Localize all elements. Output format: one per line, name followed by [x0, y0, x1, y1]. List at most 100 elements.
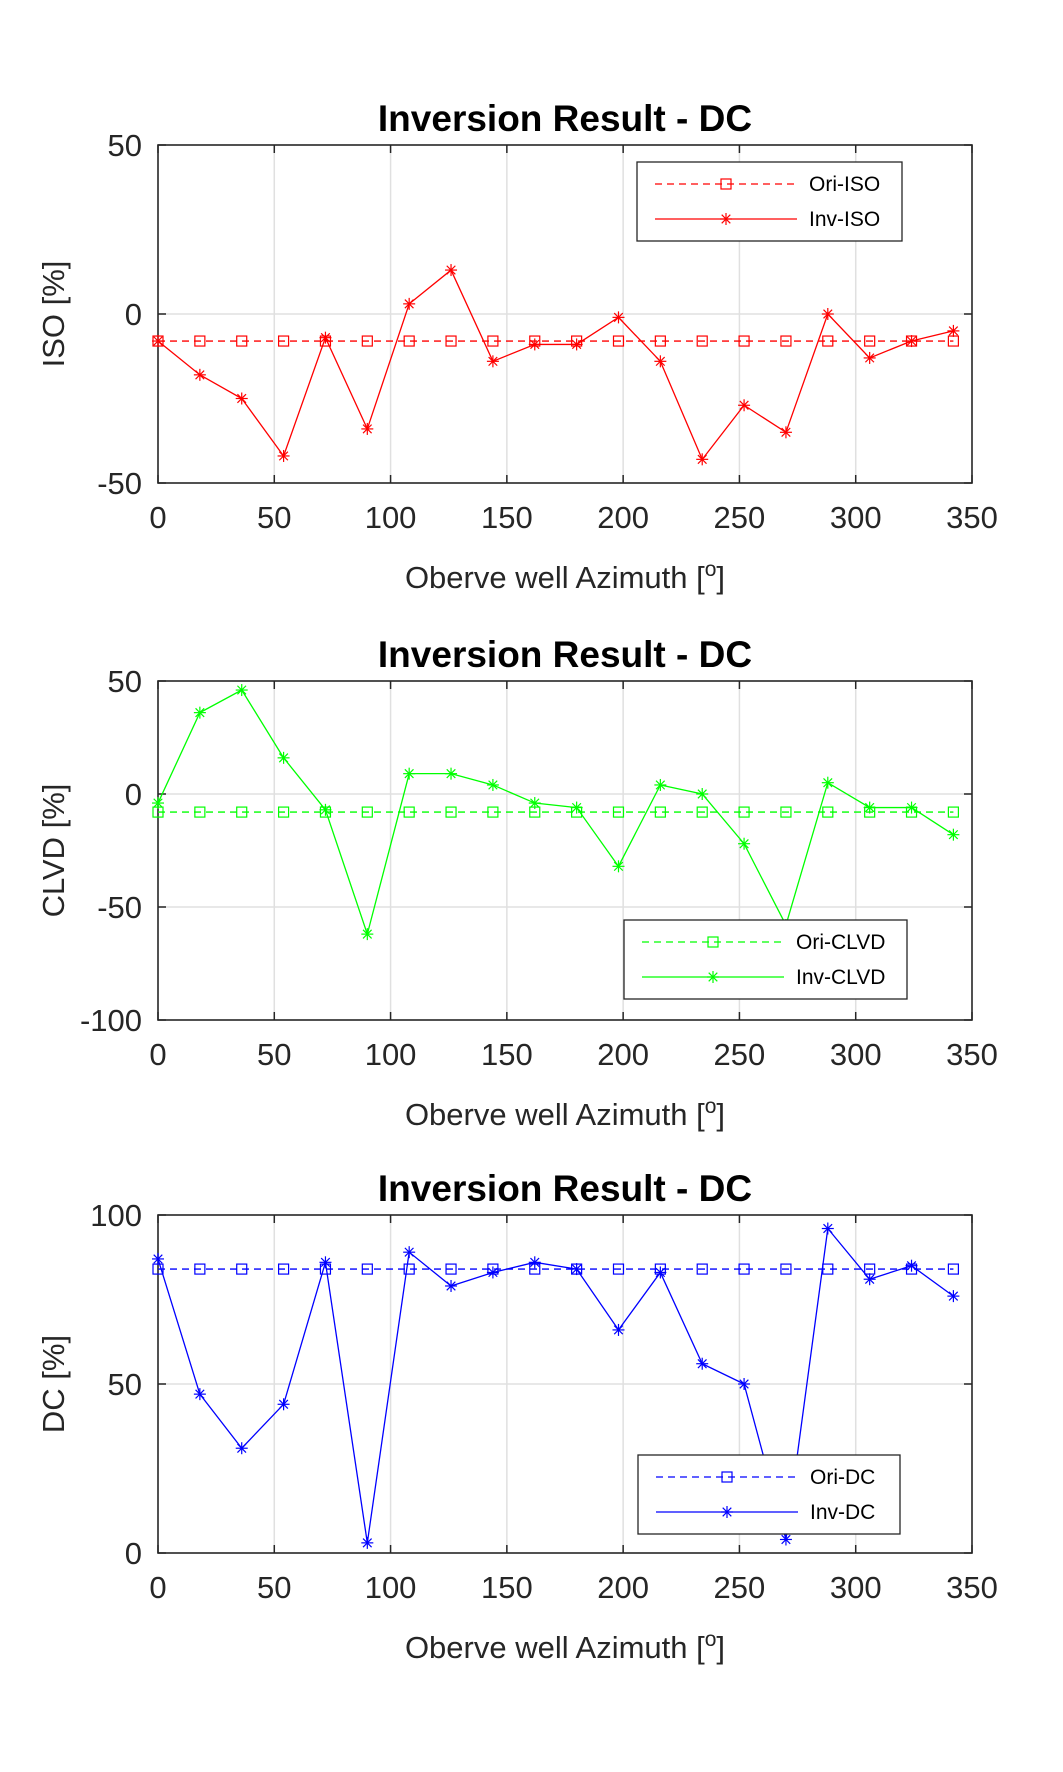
chart0-point-ori-iso [654, 335, 666, 347]
chart2-legend-box [637, 1454, 901, 1535]
chart2-point-inv-dc-stroke [948, 1291, 959, 1301]
chart1-point-ori-clvd [277, 806, 290, 818]
chart1-x-tick-label: 250 [714, 1037, 766, 1072]
chart2-point-inv-dc-stroke [613, 1325, 624, 1335]
chart1-point-inv-clvd-stroke [613, 861, 624, 872]
chart1-point-ori-clvd [194, 806, 206, 818]
chart1-point-inv-clvd-stroke [697, 789, 707, 799]
chart2-x-tick-label: 100 [365, 1570, 417, 1605]
chart2-point-inv-dc [821, 1222, 834, 1235]
chart0-series-inv-iso [152, 264, 960, 466]
chart1-title: Inversion Result - DC [378, 634, 752, 675]
chart1-legend-box [623, 919, 908, 1000]
chart2-point-inv-dc-stroke [530, 1257, 540, 1268]
chart1-point-inv-clvd-stroke [153, 798, 163, 808]
chart0-x-tick-label: 0 [149, 500, 166, 535]
chart2-point-inv-dc-stroke [864, 1274, 875, 1284]
chart1-point-ori-clvd [612, 806, 625, 818]
chart0-point-inv-iso-stroke [655, 356, 666, 367]
chart1-point-inv-clvd-stroke [488, 780, 498, 790]
chart2-point-inv-dc-stroke [906, 1260, 917, 1271]
chart0-point-inv-iso [528, 338, 541, 351]
chart0-point-inv-iso [235, 392, 248, 405]
chart0-point-inv-iso [905, 335, 918, 348]
chart1-point-inv-clvd-stroke [864, 802, 875, 813]
chart1-point-inv-clvd [738, 837, 751, 850]
chart0-point-inv-iso-stroke [237, 393, 247, 404]
chart0-title: Inversion Result - DC [378, 98, 752, 139]
chart0-point-inv-iso-stroke [153, 336, 163, 346]
chart2-point-inv-dc-stroke [278, 1399, 289, 1410]
chart2-point-inv-dc [779, 1533, 792, 1546]
chart0-point-inv-iso-stroke [781, 427, 791, 438]
chart2-point-inv-dc-stroke [823, 1223, 833, 1234]
chart2-point-inv-dc-stroke [739, 1379, 749, 1389]
chart1-x-tick-label: 300 [830, 1037, 882, 1072]
chart0-point-inv-iso [779, 426, 792, 439]
chart0-point-inv-iso [947, 324, 960, 337]
chart1-point-inv-clvd [152, 797, 164, 810]
chart1-y-tick-label: -50 [97, 890, 142, 925]
chart2-legend-marker-inv-dc-stroke [722, 1507, 732, 1517]
chart2-point-inv-dc-stroke [488, 1267, 498, 1278]
chart2-point-inv-dc [486, 1266, 499, 1279]
chart0-point-ori-iso [277, 335, 290, 347]
chart2-point-inv-dc-stroke [237, 1443, 247, 1453]
chart1-point-inv-clvd [654, 778, 667, 791]
chart0-legend: Ori-ISO Inv-ISO [636, 161, 903, 242]
chart2-point-inv-dc [947, 1290, 960, 1303]
chart0-point-ori-iso [864, 335, 876, 347]
chart2-point-ori-dc [403, 1263, 415, 1275]
chart2-point-ori-dc [361, 1263, 373, 1275]
chart0-point-inv-iso-stroke [823, 309, 833, 319]
chart1-point-inv-clvd-stroke [404, 768, 414, 779]
chart2-point-ori-dc [236, 1263, 248, 1275]
chart0-point-inv-iso-stroke [613, 312, 624, 323]
chart1-point-inv-clvd [486, 778, 499, 791]
chart1-point-inv-clvd [905, 801, 918, 814]
chart0-point-inv-iso-stroke [864, 353, 875, 363]
chart0-point-inv-iso-stroke [739, 400, 749, 410]
chart1-point-inv-clvd [277, 751, 290, 764]
chart0-y-tick-label: 0 [125, 297, 142, 332]
chart2-title: Inversion Result - DC [378, 1168, 752, 1209]
chart2-point-inv-dc [319, 1256, 332, 1269]
chart1-point-inv-clvd-stroke [278, 753, 289, 763]
chart1-point-inv-clvd [319, 803, 332, 816]
chart0-line-inv-iso [157, 269, 954, 461]
chart0-point-inv-iso-stroke [571, 339, 582, 350]
chart0-point-inv-iso [570, 338, 583, 351]
chart2-x-tick-label: 200 [597, 1570, 649, 1605]
chart2-point-inv-dc [528, 1256, 541, 1269]
chart0-legend-marker-ori-iso [720, 178, 732, 190]
chart1-point-ori-clvd [822, 806, 834, 818]
chart2-x-tick-label: 300 [830, 1570, 882, 1605]
chart1-point-ori-clvd [738, 806, 750, 818]
chart2-y-axis-label: DC [%] [36, 1335, 71, 1433]
chart0-point-inv-iso-stroke [697, 454, 707, 465]
chart2-y-tick-label: 0 [125, 1536, 142, 1571]
chart1-legend-label-ori-clvd: Ori-CLVD [796, 931, 885, 954]
chart1-point-inv-clvd [947, 828, 960, 841]
chart1-legend-label-inv-clvd: Inv-CLVD [796, 966, 885, 989]
chart1-x-tick-label: 0 [149, 1037, 166, 1072]
chart0-point-ori-iso [361, 335, 373, 347]
chart0-y-tick-label: 50 [108, 128, 142, 163]
chart1-point-inv-clvd-stroke [320, 805, 331, 815]
chart0-x-tick-label: 350 [946, 500, 998, 535]
chart1-point-inv-clvd [361, 928, 374, 941]
chart2-point-inv-dc [445, 1279, 458, 1292]
chart0-legend-marker-inv-iso [720, 213, 732, 225]
chart2-point-ori-dc [738, 1263, 750, 1275]
chart2-point-inv-dc-stroke [781, 1534, 791, 1545]
chart1-point-inv-clvd [235, 684, 248, 697]
chart0-y-tick-label: -50 [97, 466, 142, 501]
chart0-point-inv-iso-stroke [530, 339, 540, 350]
chart0-point-inv-iso [654, 355, 667, 368]
chart2-point-ori-dc [445, 1263, 457, 1275]
chart2-point-inv-dc-stroke [320, 1257, 331, 1268]
chart2-point-ori-dc [277, 1263, 290, 1275]
chart0-point-inv-iso [696, 453, 709, 466]
chart1-legend-marker-inv-clvd-stroke [708, 972, 718, 982]
